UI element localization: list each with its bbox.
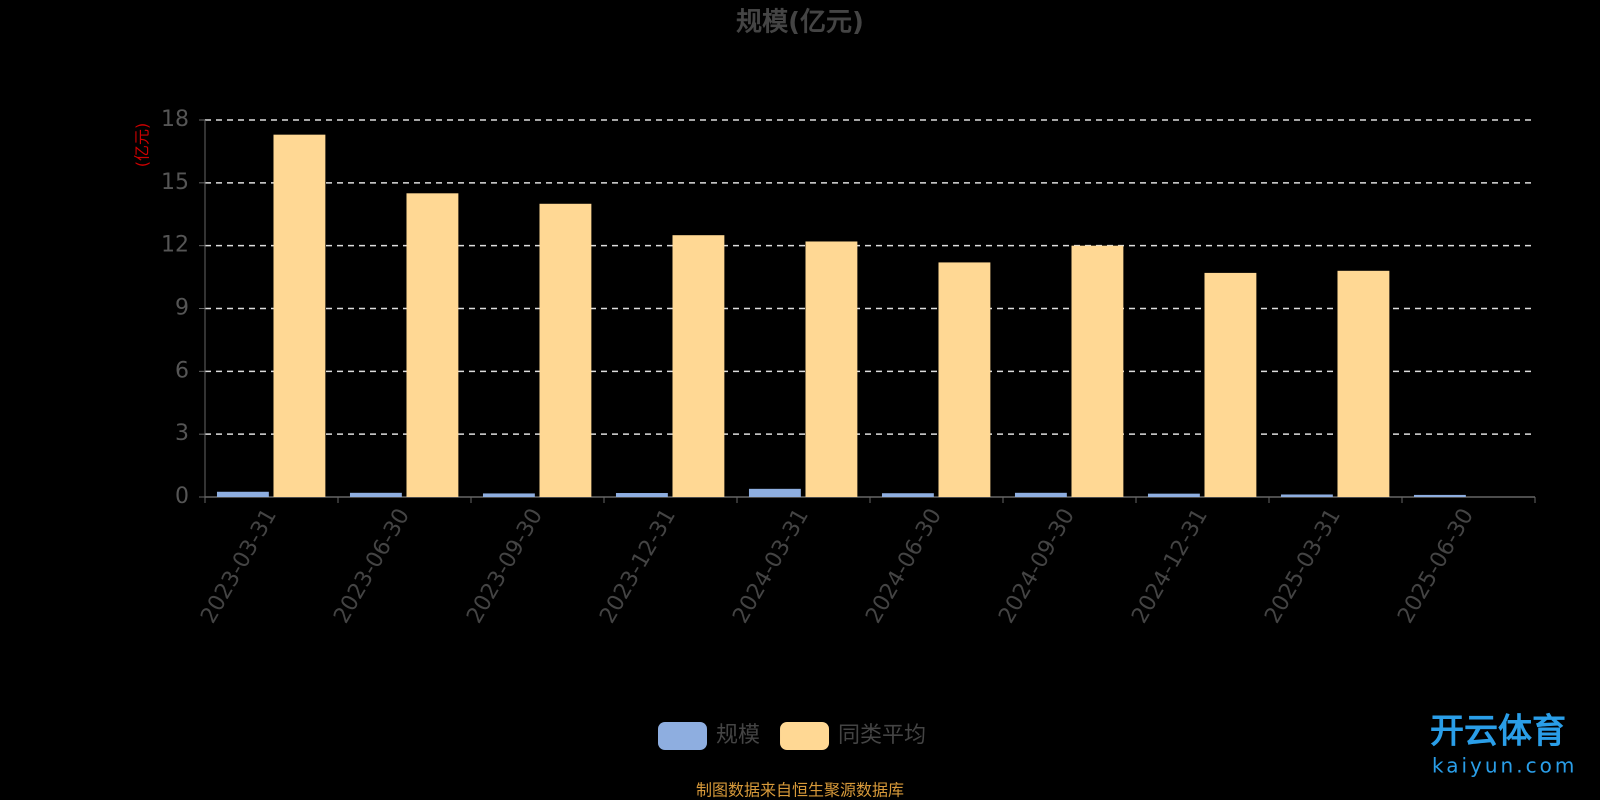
bar	[1071, 245, 1124, 497]
y-tick-label: 3	[175, 421, 189, 446]
watermark-name: 开云体育	[1430, 712, 1566, 752]
watermark-url: kaiyun.com	[1432, 754, 1577, 778]
bar	[1337, 270, 1390, 497]
chart-title: 规模(亿元)	[736, 8, 864, 38]
legend-label: 同类平均	[838, 723, 926, 748]
bar	[672, 235, 725, 497]
bar	[273, 134, 326, 497]
bar	[539, 203, 592, 497]
bar	[406, 193, 459, 498]
bar	[1280, 494, 1333, 497]
y-tick-label: 6	[175, 358, 189, 383]
legend-swatch	[780, 722, 830, 750]
bar	[805, 241, 858, 497]
bar	[615, 493, 668, 497]
y-tick-label: 9	[175, 296, 189, 321]
bar	[1413, 494, 1466, 497]
bar	[748, 488, 801, 497]
y-tick-label: 12	[161, 233, 189, 258]
y-axis-label: (亿元)	[133, 123, 152, 168]
bar	[216, 491, 269, 497]
y-tick-label: 0	[175, 484, 189, 509]
bar	[881, 493, 934, 497]
bar	[938, 262, 991, 497]
y-tick-label: 15	[161, 170, 189, 195]
bar	[482, 493, 535, 497]
bar	[1147, 493, 1200, 497]
y-tick-label: 18	[161, 107, 189, 132]
legend-swatch	[658, 722, 707, 750]
bar	[349, 492, 402, 497]
bar	[1204, 272, 1257, 497]
legend-label: 规模	[716, 723, 760, 748]
source-note: 制图数据来自恒生聚源数据库	[696, 781, 904, 800]
bar	[1014, 492, 1067, 497]
